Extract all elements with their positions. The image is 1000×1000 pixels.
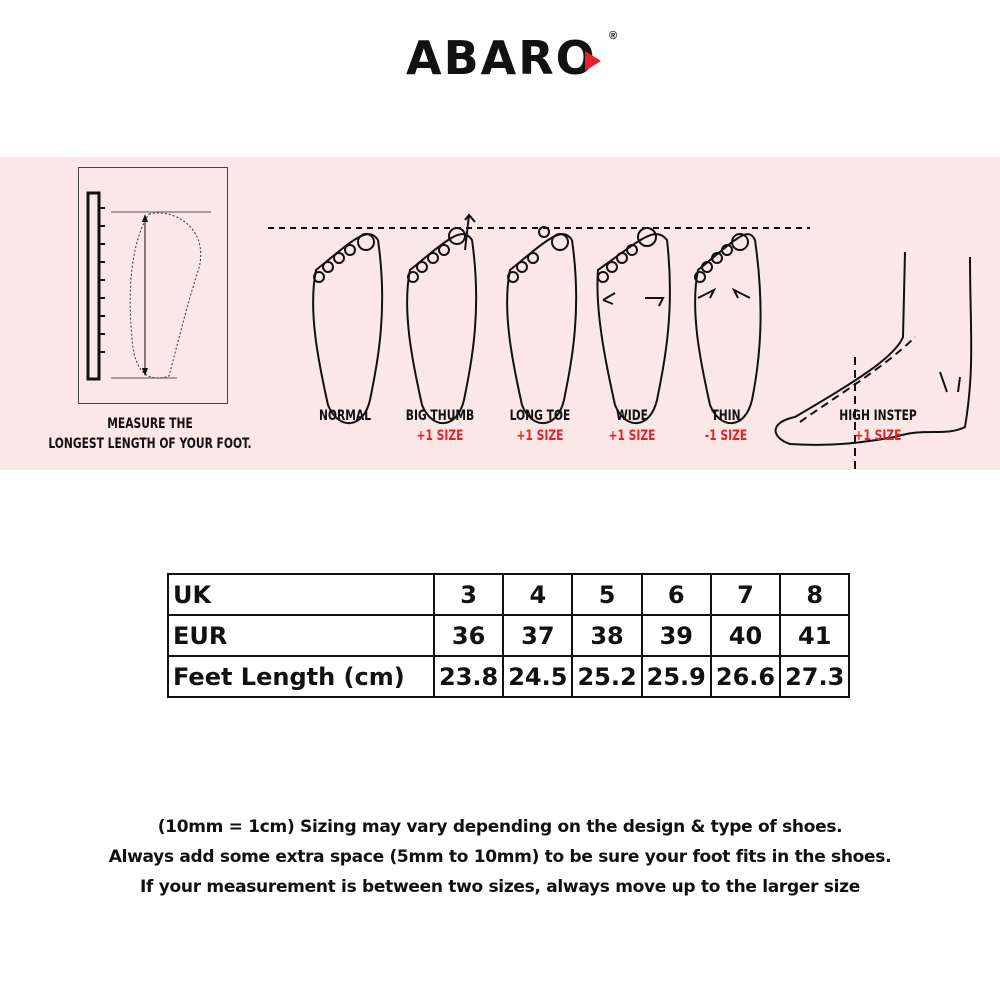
table-cell: 27.3 (779, 655, 851, 698)
note-line: Always add some extra space (5mm to 10mm… (108, 847, 892, 867)
table-cell: 23.8 (432, 655, 505, 698)
table-cell: 41 (779, 614, 851, 657)
foot-type-adjust: +1 SIZE (516, 428, 564, 444)
foot-type-adjust: -1 SIZE (704, 428, 748, 444)
foot-type-name: BIG THUMB (405, 408, 475, 424)
table-cell: 5 (571, 573, 643, 616)
table-cell: 8 (779, 573, 851, 616)
table-row: EUR 36 37 38 39 40 41 (167, 614, 851, 657)
table-cell: 36 (432, 614, 505, 657)
measure-label-2: LONGEST LENGTH OF YOUR FOOT. (48, 436, 252, 452)
table-cell: 7 (709, 573, 782, 616)
foot-thin-icon (694, 233, 762, 425)
foot-high-instep-icon (774, 251, 973, 470)
foot-type-name: LONG TOE (509, 408, 571, 424)
foot-type-name: WIDE (615, 408, 649, 424)
foot-wide-icon (596, 227, 671, 425)
foot-type-name: NORMAL (318, 408, 372, 424)
foot-type-illustrations (268, 213, 973, 470)
table-cell: 24.5 (502, 655, 574, 698)
measure-label-1: MEASURE THE (107, 416, 193, 432)
foot-normal-icon (312, 233, 384, 425)
brand-name: ABARO (406, 31, 597, 85)
note-line: If your measurement is between two sizes… (140, 877, 860, 897)
table-cell: 4 (502, 573, 574, 616)
foot-big-thumb-icon (406, 213, 478, 425)
table-cell: 25.2 (571, 655, 643, 698)
table-cell: 25.9 (640, 655, 712, 698)
foot-type-adjust: +1 SIZE (608, 428, 656, 444)
foot-type-adjust: +1 SIZE (854, 428, 902, 444)
table-cell: 39 (640, 614, 712, 657)
row-header: Feet Length (cm) (167, 655, 435, 698)
table-cell: 37 (502, 614, 574, 657)
foot-type-adjust: +1 SIZE (416, 428, 464, 444)
table-cell: 26.6 (709, 655, 782, 698)
sizing-notes: (10mm = 1cm) Sizing may vary depending o… (0, 812, 1000, 902)
note-line: (10mm = 1cm) Sizing may vary depending o… (157, 817, 843, 837)
table-cell: 40 (709, 614, 782, 657)
table-cell: 3 (432, 573, 505, 616)
registered-mark: ® (609, 30, 618, 42)
table-cell: 6 (640, 573, 712, 616)
foot-type-name: HIGH INSTEP (839, 408, 917, 424)
row-header: EUR (167, 614, 435, 657)
foot-types-banner (0, 157, 1000, 470)
play-icon (585, 51, 601, 71)
row-header: UK (167, 573, 435, 616)
measure-illustration (78, 167, 228, 404)
size-chart-table: UK 3 4 5 6 7 8 EUR 36 37 38 39 40 41 Fee… (167, 573, 851, 698)
foot-long-toe-icon (506, 226, 578, 425)
table-row: UK 3 4 5 6 7 8 (167, 573, 851, 616)
brand-logo: ABARO ® (406, 30, 626, 86)
foot-type-name: THIN (711, 408, 741, 424)
table-row: Feet Length (cm) 23.8 24.5 25.2 25.9 26.… (167, 655, 851, 698)
table-cell: 38 (571, 614, 643, 657)
